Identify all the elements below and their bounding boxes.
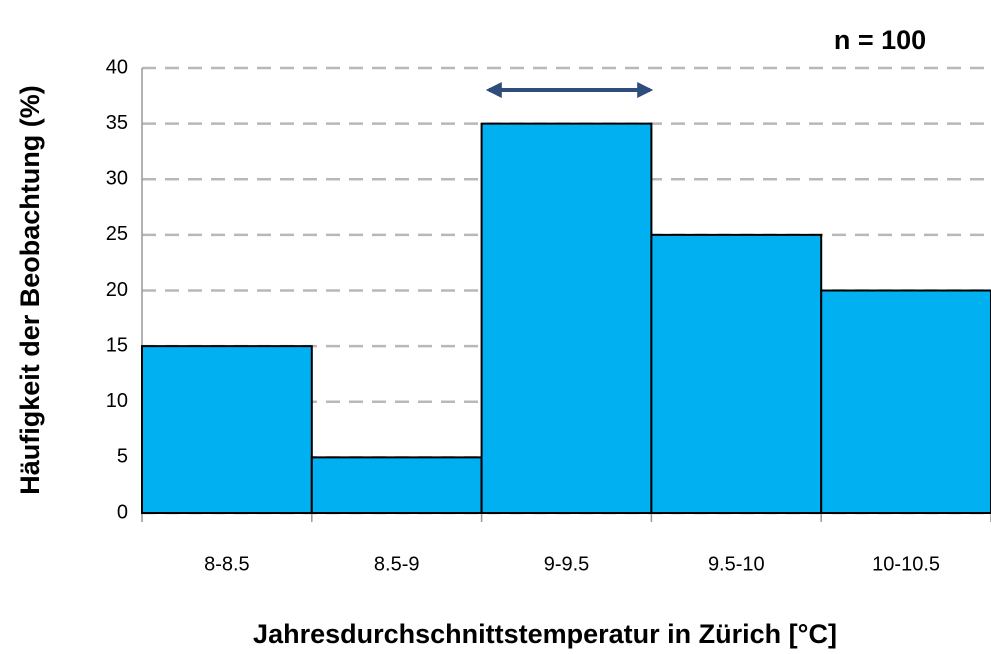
y-tick-label: 5 (117, 446, 128, 468)
x-tick-label: 9.5-10 (708, 553, 765, 575)
y-tick-label: 10 (106, 390, 128, 412)
y-tick-label: 30 (106, 168, 128, 190)
bar (650, 233, 823, 514)
bar (480, 122, 653, 514)
y-axis-title: Häufigkeit der Beobachtung (%) (15, 85, 45, 495)
y-tick-label: 15 (106, 334, 128, 356)
bar (820, 289, 991, 514)
y-tick-label: 0 (117, 501, 128, 523)
x-axis-title: Jahresdurchschnittstemperatur in Zürich … (253, 619, 837, 649)
x-tick-label: 10-10.5 (872, 553, 940, 575)
x-tick-label: 8-8.5 (204, 553, 250, 575)
annotation: n = 100 (834, 25, 926, 55)
y-tick-label: 40 (106, 56, 128, 78)
bar (310, 456, 483, 514)
y-tick-label: 35 (106, 112, 128, 134)
x-tick-label: 8.5-9 (374, 553, 420, 575)
x-tick-label: 9-9.5 (544, 553, 590, 575)
bar (141, 345, 313, 514)
y-tick-label: 25 (106, 223, 128, 245)
y-tick-label: 20 (106, 279, 128, 301)
